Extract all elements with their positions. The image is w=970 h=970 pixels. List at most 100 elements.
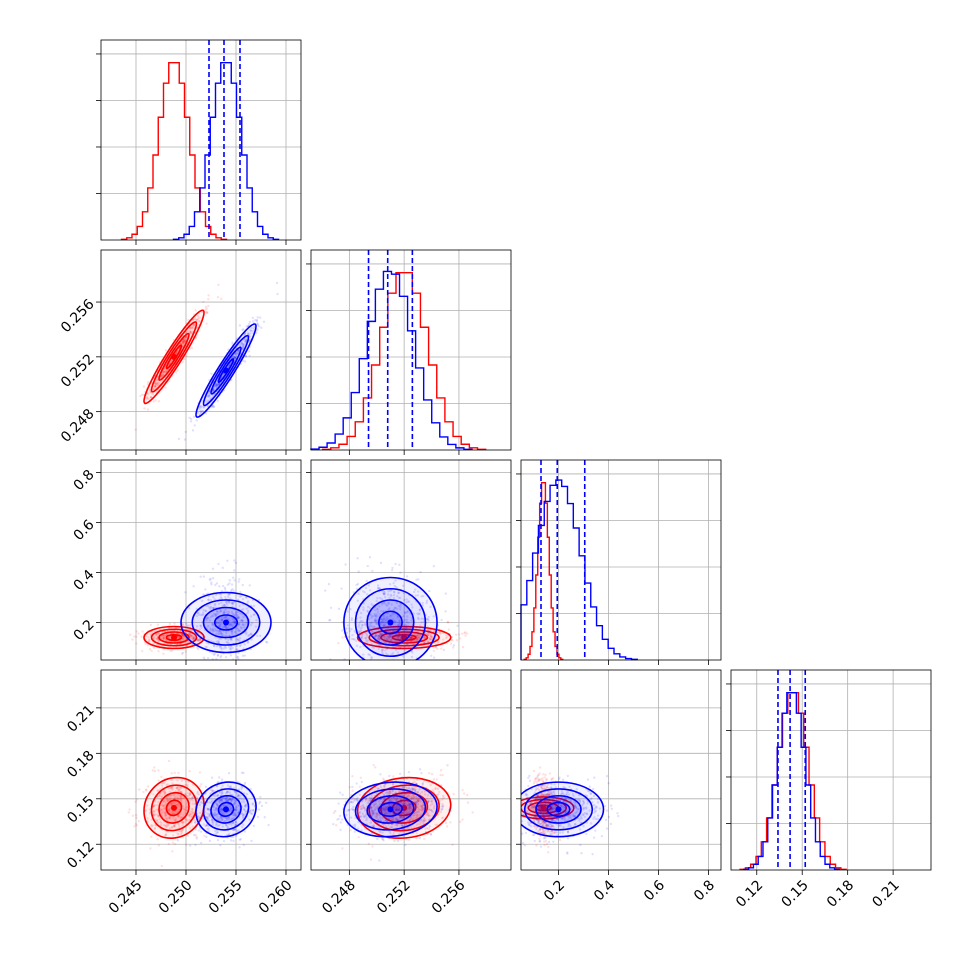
scatter-point — [255, 318, 259, 322]
scatter-point — [242, 807, 246, 811]
scatter-point — [209, 577, 212, 581]
scatter-point — [376, 637, 380, 640]
scatter-point — [394, 646, 397, 649]
scatter-point — [393, 584, 396, 588]
scatter-point — [155, 633, 158, 636]
scatter-point — [189, 634, 192, 637]
scatter-point — [151, 393, 155, 396]
scatter-point — [135, 824, 139, 827]
scatter-point — [193, 323, 196, 326]
scatter-point — [434, 646, 438, 649]
scatter-point — [173, 810, 177, 813]
scatter-point — [207, 304, 210, 308]
scatter-point — [408, 626, 412, 629]
scatter-point — [189, 815, 192, 818]
scatter-point — [196, 790, 199, 794]
scatter-point — [357, 592, 360, 596]
scatter-point — [180, 830, 183, 833]
scatter-point — [375, 616, 378, 619]
scatter-point — [164, 833, 168, 837]
scatter-point — [197, 320, 201, 323]
scatter-point — [410, 636, 414, 639]
scatter-point — [240, 341, 244, 344]
scatter-point — [161, 782, 164, 785]
scatter-point — [210, 606, 213, 609]
scatter-point — [231, 793, 234, 797]
scatter-point — [160, 795, 163, 798]
scatter-point — [207, 394, 211, 397]
scatter-point — [190, 635, 193, 638]
scatter-point — [399, 639, 402, 642]
scatter-point — [384, 652, 388, 655]
scatter-point — [237, 809, 241, 812]
scatter-point — [436, 787, 440, 791]
scatter-point — [153, 810, 156, 813]
scatter-point — [202, 611, 205, 614]
scatter-point — [177, 815, 181, 818]
scatter-point — [340, 665, 342, 667]
scatter-point — [341, 636, 344, 639]
scatter-point — [221, 566, 224, 570]
scatter-point — [394, 648, 398, 652]
scatter-point — [208, 808, 211, 811]
scatter-point — [211, 622, 215, 625]
scatter-point — [142, 790, 145, 794]
scatter-point — [360, 780, 364, 784]
scatter-point — [416, 616, 420, 620]
scatter-point — [393, 619, 396, 623]
scatter-point — [442, 638, 445, 641]
scatter-point — [383, 602, 386, 605]
scatter-point — [242, 344, 245, 348]
scatter-point — [155, 638, 159, 641]
scatter-point — [428, 589, 431, 593]
scatter-point — [396, 624, 400, 627]
scatter-point — [234, 352, 237, 355]
scatter-point — [387, 637, 391, 640]
scatter-point — [226, 790, 230, 794]
scatter-point — [394, 562, 397, 566]
scatter-point — [253, 613, 256, 616]
scatter-point — [146, 380, 150, 384]
scatter-point — [386, 635, 389, 638]
scatter-point — [189, 632, 192, 636]
scatter-point — [215, 382, 219, 386]
scatter-point — [179, 787, 182, 790]
scatter-point — [243, 808, 246, 812]
scatter-point — [233, 579, 236, 582]
scatter-point — [235, 648, 238, 651]
scatter-point — [198, 316, 201, 320]
scatter-point — [341, 847, 344, 850]
scatter-point — [135, 798, 139, 801]
scatter-point — [153, 809, 156, 813]
scatter-point — [392, 646, 396, 650]
scatter-point — [382, 591, 385, 595]
scatter-point — [143, 407, 146, 410]
histogram-series-1 — [743, 692, 841, 870]
scatter-point — [233, 619, 236, 623]
scatter-point — [212, 606, 215, 610]
scatter-point — [211, 404, 215, 407]
panel-border — [100, 459, 302, 661]
scatter-point — [163, 791, 166, 795]
scatter-point — [204, 305, 208, 309]
scatter-point — [205, 310, 209, 313]
scatter-point — [181, 633, 184, 636]
scatter-point — [198, 405, 202, 408]
scatter-point — [202, 406, 205, 409]
panel-content — [127, 759, 270, 868]
scatter-point — [175, 803, 179, 806]
scatter-point — [428, 771, 431, 775]
scatter-point — [442, 648, 446, 652]
scatter-point — [170, 787, 174, 790]
scatter-point — [198, 628, 201, 631]
scatter-point — [192, 638, 195, 642]
scatter-point — [152, 400, 156, 403]
scatter-point — [439, 773, 442, 777]
scatter-point — [378, 638, 381, 641]
scatter-point — [176, 797, 179, 800]
scatter-point — [192, 323, 196, 326]
scatter-point — [236, 352, 239, 355]
scatter-point — [396, 651, 400, 654]
scatter-point — [436, 647, 439, 650]
scatter-point — [228, 797, 231, 801]
